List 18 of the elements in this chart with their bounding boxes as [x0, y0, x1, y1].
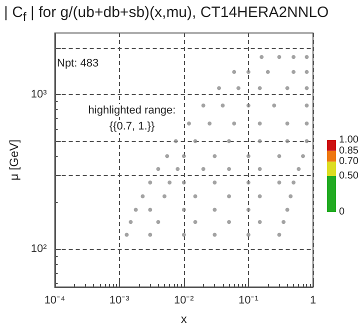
x-tick-label: 10⁻³ [109, 294, 130, 306]
color-bar-label: 0.70 [339, 156, 359, 168]
x-tick-label: 10⁻¹ [238, 294, 259, 306]
color-bar-label: 1.00 [339, 134, 359, 146]
annotation: highlighted range: [88, 104, 176, 116]
y-tick-label: 10² [30, 243, 48, 256]
x-tick-label: 10⁻⁴ [44, 294, 66, 306]
x-axis-title: x [180, 312, 187, 326]
annotation: Npt: 483 [57, 58, 99, 70]
annotation: {{0.7, 1.}} [109, 120, 155, 132]
color-bar-label: 0.85 [339, 145, 359, 156]
color-bar-label: 0 [339, 206, 345, 218]
y-axis-title: μ [GeV] [7, 140, 21, 180]
y-tick-label: 10³ [30, 88, 48, 101]
color-bar-label: 0.50 [339, 170, 359, 182]
x-tick-label: 1 [310, 294, 316, 306]
chart-title: | C$_{f}$ | for g/(ub+db+sb)(x,mu), CT14HERA2NNLO [4, 4, 329, 24]
x-tick-label: 10⁻² [174, 294, 194, 306]
